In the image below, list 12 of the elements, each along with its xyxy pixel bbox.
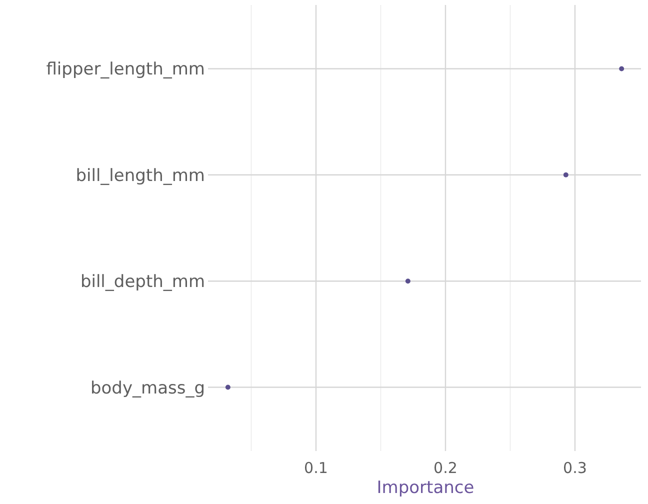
y-tick-label: body_mass_g <box>90 378 205 398</box>
y-tick-label: bill_depth_mm <box>80 272 205 292</box>
x-tick-label: 0.3 <box>563 459 587 477</box>
point <box>225 384 230 390</box>
x-tick-label: 0.2 <box>434 459 458 477</box>
y-tick-label: flipper_length_mm <box>46 60 205 80</box>
point <box>619 66 624 72</box>
x-tick-label: 0.1 <box>304 459 328 477</box>
x-axis-title: Importance <box>376 478 474 498</box>
point <box>405 278 410 284</box>
point <box>563 172 568 178</box>
y-tick-label: bill_length_mm <box>76 166 205 186</box>
